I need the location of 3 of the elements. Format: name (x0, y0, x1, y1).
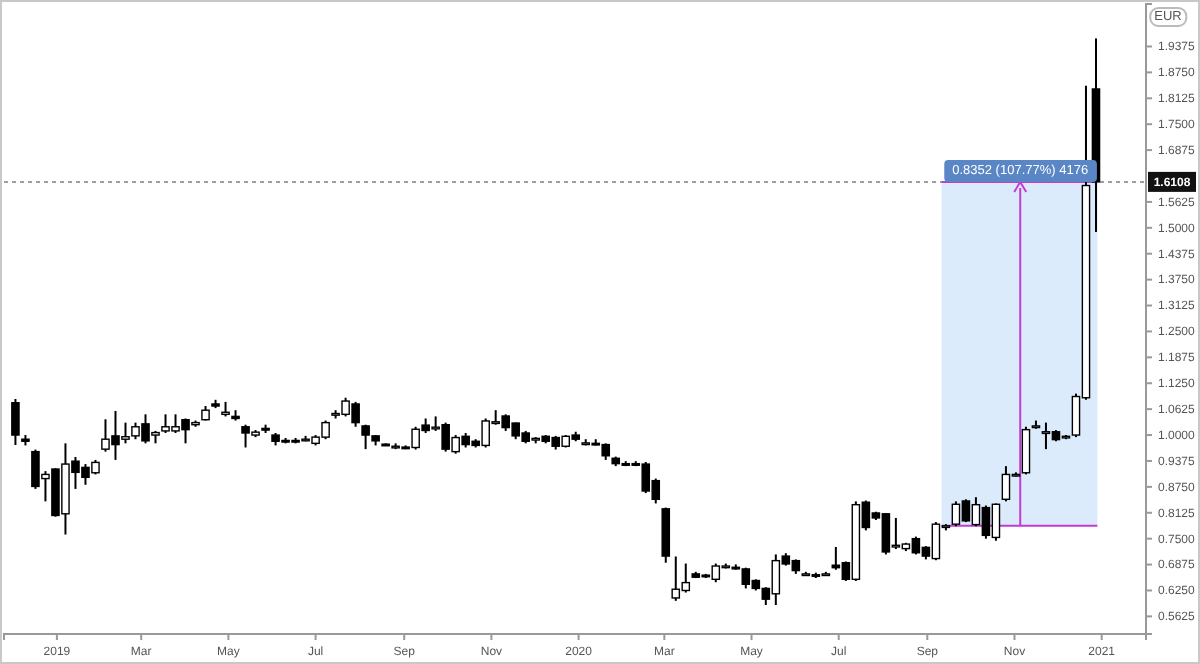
candlestick (1021, 425, 1031, 476)
candlestick (11, 397, 20, 446)
candlestick (661, 506, 671, 564)
